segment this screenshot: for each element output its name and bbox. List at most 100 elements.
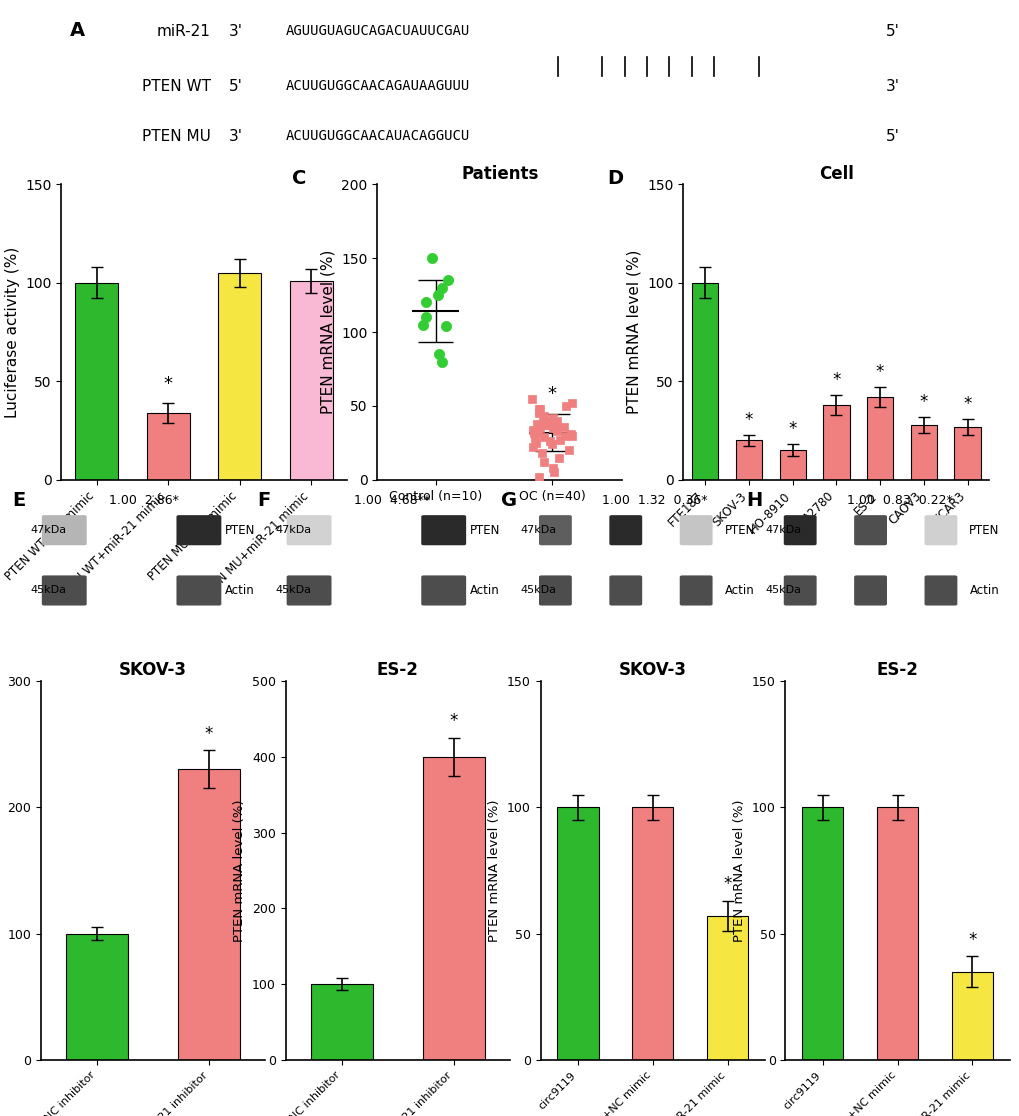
Point (560, 442, 577, 460)
Text: *: * (967, 931, 975, 949)
Text: 1.00  4.68**: 1.00 4.68** (354, 494, 430, 507)
Point (538, 416, 554, 434)
Point (527, 430, 543, 448)
Point (433, 353, 449, 371)
Bar (557, 807, 598, 1060)
FancyBboxPatch shape (286, 576, 331, 606)
Title: SKOV-3: SKOV-3 (119, 661, 186, 680)
Text: PTEN: PTEN (968, 523, 999, 537)
Point (430, 345, 446, 363)
Point (524, 389, 540, 407)
Text: D: D (606, 170, 623, 189)
Text: *: * (722, 875, 731, 893)
Bar (423, 757, 484, 1060)
Text: A: A (69, 20, 85, 40)
Text: 3': 3' (229, 129, 244, 144)
Point (562, 425, 579, 443)
FancyBboxPatch shape (783, 576, 816, 606)
Text: AGUUGUAGUCAGACUAUUCGAU: AGUUGUAGUCAGACUAUUCGAU (285, 23, 470, 38)
Text: Actin: Actin (725, 584, 754, 597)
Text: *: * (788, 421, 796, 439)
Text: *: * (547, 385, 556, 403)
Title: Cell: Cell (818, 164, 853, 183)
Bar (289, 281, 332, 480)
FancyBboxPatch shape (42, 516, 87, 546)
Text: 3': 3' (229, 23, 244, 39)
Bar (735, 441, 761, 480)
Point (530, 404, 546, 422)
Point (531, 420, 547, 437)
Bar (802, 807, 843, 1060)
Point (424, 249, 440, 267)
FancyBboxPatch shape (923, 576, 957, 606)
FancyBboxPatch shape (679, 516, 712, 546)
Text: F: F (257, 491, 270, 510)
Text: 1.00  1.32  0.36*: 1.00 1.32 0.36* (601, 494, 707, 507)
Point (555, 417, 572, 435)
Bar (147, 413, 190, 480)
Point (544, 408, 560, 426)
Title: Patients: Patients (461, 164, 538, 183)
Point (535, 407, 551, 425)
FancyBboxPatch shape (608, 576, 642, 606)
Point (535, 412, 551, 430)
Text: 5': 5' (886, 23, 899, 39)
Text: 45kDa: 45kDa (275, 586, 311, 596)
Point (440, 271, 457, 289)
Point (430, 286, 446, 304)
Text: 5': 5' (886, 129, 899, 144)
Text: 45kDa: 45kDa (520, 586, 555, 596)
Title: ES-2: ES-2 (875, 661, 918, 680)
Point (551, 431, 568, 449)
FancyBboxPatch shape (176, 516, 221, 546)
Text: ACUUGUGGCAACAUACAGGUCU: ACUUGUGGCAACAUACAGGUCU (285, 129, 470, 144)
Text: *: * (164, 375, 172, 393)
Text: 47kDa: 47kDa (275, 526, 311, 536)
FancyBboxPatch shape (853, 516, 887, 546)
FancyBboxPatch shape (538, 576, 572, 606)
FancyBboxPatch shape (176, 576, 221, 606)
Text: PTEN: PTEN (224, 523, 255, 537)
Text: H: H (746, 491, 762, 510)
Point (542, 416, 558, 434)
Title: ES-2: ES-2 (376, 661, 419, 680)
Text: PTEN: PTEN (469, 523, 499, 537)
Point (557, 397, 574, 415)
Text: PTEN: PTEN (723, 523, 754, 537)
Point (526, 424, 542, 442)
Text: ACUUGUGGCAACAGAUAAGUUU: ACUUGUGGCAACAGAUAAGUUU (285, 79, 470, 93)
Bar (692, 282, 717, 480)
Text: *: * (449, 712, 458, 730)
Text: 47kDa: 47kDa (764, 526, 800, 536)
Bar (910, 425, 936, 480)
Y-axis label: PTEN mRNA level (%): PTEN mRNA level (%) (0, 799, 2, 942)
FancyBboxPatch shape (608, 516, 642, 546)
Text: 1.00  0.83  0.22*: 1.00 0.83 0.22* (847, 494, 952, 507)
Text: E: E (12, 491, 25, 510)
FancyBboxPatch shape (783, 516, 816, 546)
Point (541, 433, 557, 451)
Text: 45kDa: 45kDa (31, 586, 66, 596)
Bar (178, 769, 239, 1060)
FancyBboxPatch shape (42, 576, 87, 606)
Point (530, 424, 546, 442)
Y-axis label: PTEN mRNA level (%): PTEN mRNA level (%) (733, 799, 746, 942)
Text: 47kDa: 47kDa (31, 526, 66, 536)
Text: 5': 5' (229, 79, 243, 94)
Y-axis label: PTEN mRNA level (%): PTEN mRNA level (%) (626, 250, 641, 414)
FancyBboxPatch shape (421, 516, 466, 546)
FancyBboxPatch shape (853, 576, 887, 606)
Bar (779, 451, 805, 480)
Text: 3': 3' (886, 79, 900, 94)
Text: 1.00  2.86*: 1.00 2.86* (109, 494, 179, 507)
Bar (876, 807, 917, 1060)
Point (544, 420, 560, 437)
Y-axis label: PTEN mRNA level (%): PTEN mRNA level (%) (488, 799, 501, 942)
Point (545, 463, 561, 481)
Text: 45kDa: 45kDa (764, 586, 800, 596)
Text: PTEN WT: PTEN WT (142, 79, 210, 94)
Point (535, 415, 551, 433)
Text: *: * (744, 411, 752, 429)
Text: G: G (501, 491, 517, 510)
Point (530, 468, 546, 485)
